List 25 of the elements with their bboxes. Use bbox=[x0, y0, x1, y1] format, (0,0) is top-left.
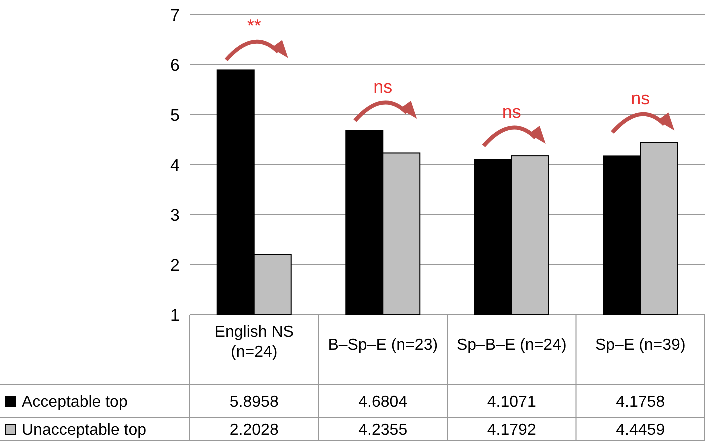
y-tick-label: 3 bbox=[170, 206, 180, 225]
data-label: 4.2355 bbox=[358, 422, 408, 440]
annotation: ns bbox=[374, 76, 393, 97]
x-tick-label: English NS (n=24) bbox=[214, 324, 294, 361]
annotation: ns bbox=[631, 88, 650, 109]
y-tick-label: 2 bbox=[170, 256, 180, 275]
data-label: 4.4459 bbox=[616, 422, 666, 440]
y-tick-label: 1 bbox=[170, 306, 180, 325]
annotation: ** bbox=[247, 16, 262, 36]
y-tick-label: 6 bbox=[170, 56, 180, 75]
x-tick-label: Sp–E (n=39) bbox=[595, 337, 686, 354]
legend-label: Unacceptable top bbox=[22, 422, 147, 440]
data-label: 2.2028 bbox=[230, 422, 279, 440]
data-label: 4.1071 bbox=[487, 394, 536, 412]
legend-label: Acceptable top bbox=[22, 394, 128, 412]
data-label: 4.1792 bbox=[487, 422, 536, 440]
y-tick-label: 7 bbox=[170, 6, 180, 25]
y-tick-label: 5 bbox=[170, 106, 180, 125]
data-label: 4.6804 bbox=[358, 394, 408, 412]
x-tick-label: B–Sp–E (n=23) bbox=[328, 337, 438, 354]
x-tick-label: Sp–B–E (n=24) bbox=[456, 337, 567, 354]
data-label: 5.8958 bbox=[230, 394, 279, 412]
y-tick-label: 4 bbox=[170, 156, 180, 175]
data-label: 4.1758 bbox=[616, 394, 666, 412]
annotation: ns bbox=[502, 102, 522, 122]
